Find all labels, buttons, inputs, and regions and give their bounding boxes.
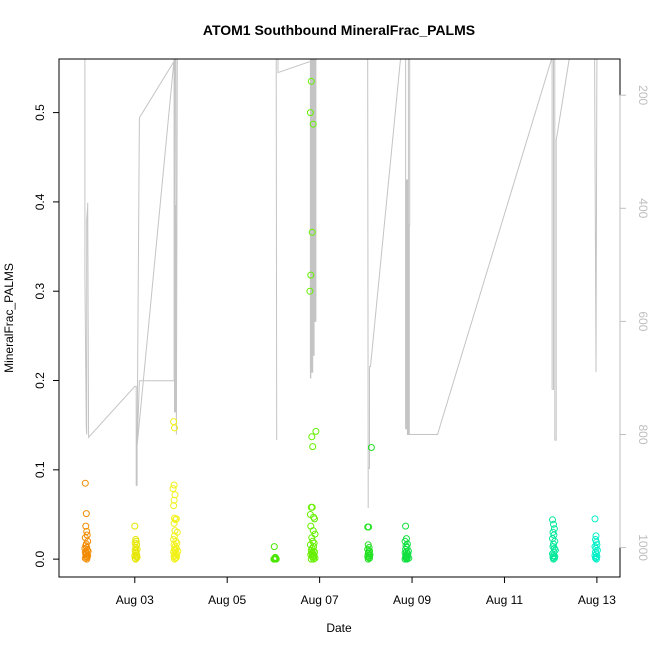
data-point xyxy=(170,496,178,504)
chart-title: ATOM1 Southbound MineralFrac_PALMS xyxy=(203,22,475,38)
data-point xyxy=(403,555,411,563)
right-tick-label: 200 xyxy=(636,85,650,105)
data-point xyxy=(307,555,315,563)
series-7 xyxy=(549,516,559,563)
right-tick-label: 400 xyxy=(636,198,650,218)
data-point xyxy=(593,541,601,549)
x-tick-label: Aug 13 xyxy=(578,593,616,607)
series-8 xyxy=(591,515,601,563)
series-4 xyxy=(306,77,320,563)
data-point xyxy=(592,555,600,563)
right-tick-label: 800 xyxy=(636,424,650,444)
scatter-points-layer xyxy=(81,77,601,563)
x-tick-label: Aug 11 xyxy=(486,593,523,607)
data-point xyxy=(309,120,317,128)
y-tick-label: 0.2 xyxy=(33,372,47,389)
data-point xyxy=(311,554,319,562)
data-point xyxy=(366,554,373,562)
data-point xyxy=(306,287,314,295)
data-point xyxy=(309,527,317,535)
y-tick-label: 0.5 xyxy=(33,104,47,121)
data-point xyxy=(170,502,178,510)
x-tick-label: Aug 03 xyxy=(116,593,154,607)
data-point xyxy=(593,553,601,560)
x-axis-label: Date xyxy=(326,621,352,635)
data-point xyxy=(170,519,178,527)
altitude-trace-layer xyxy=(84,59,598,509)
right-axis: 200 400 600 800 1000 xyxy=(619,85,650,561)
data-point xyxy=(81,554,89,562)
data-point xyxy=(132,555,140,563)
data-point xyxy=(367,444,375,451)
series-0 xyxy=(81,479,92,563)
data-point xyxy=(365,523,373,531)
data-point xyxy=(592,544,600,552)
data-point xyxy=(132,544,140,551)
data-point xyxy=(271,555,279,563)
series-1 xyxy=(131,522,141,563)
data-point xyxy=(81,479,89,487)
data-point xyxy=(364,555,372,563)
data-point xyxy=(306,109,314,117)
y-tick-label: 0.4 xyxy=(33,193,47,210)
data-point xyxy=(311,515,318,523)
data-point xyxy=(592,550,600,558)
data-point xyxy=(310,555,318,563)
right-tick-label: 600 xyxy=(636,311,650,331)
altitude-trace-line xyxy=(84,59,598,509)
data-point xyxy=(169,485,177,493)
data-point xyxy=(131,539,139,547)
data-point xyxy=(172,553,180,561)
data-point xyxy=(308,503,316,511)
data-point xyxy=(550,554,558,562)
data-point xyxy=(307,271,315,279)
data-point xyxy=(549,516,556,524)
x-tick-label: Aug 05 xyxy=(208,593,246,607)
data-point xyxy=(402,554,410,562)
data-point xyxy=(82,510,90,518)
y-tick-label: 0.0 xyxy=(33,550,47,567)
data-point xyxy=(309,443,317,451)
data-point xyxy=(307,77,315,85)
series-2 xyxy=(169,418,182,563)
data-point xyxy=(550,520,557,528)
x-tick-label: Aug 09 xyxy=(393,593,431,607)
data-point xyxy=(171,555,178,563)
data-point xyxy=(270,543,278,551)
y-tick-label: 0.1 xyxy=(33,461,47,478)
data-point xyxy=(171,424,178,432)
data-point xyxy=(132,553,140,560)
data-point xyxy=(131,522,139,530)
right-tick-label: 1000 xyxy=(636,534,650,561)
data-point xyxy=(364,553,372,560)
data-point xyxy=(550,555,557,563)
data-point xyxy=(172,516,179,524)
series-6 xyxy=(401,522,413,563)
x-tick-label: Aug 07 xyxy=(301,593,339,607)
data-point xyxy=(171,552,179,560)
series-3 xyxy=(270,543,280,563)
data-point xyxy=(592,554,599,562)
y-tick-label: 0.3 xyxy=(33,283,47,300)
data-point xyxy=(170,481,178,489)
data-point xyxy=(131,552,139,560)
data-point xyxy=(402,522,410,530)
data-point xyxy=(550,540,557,548)
data-point xyxy=(309,537,317,545)
x-axis: Aug 03 Aug 05 Aug 07 Aug 09 Aug 11 Aug 13 xyxy=(116,576,616,607)
data-point xyxy=(82,553,90,560)
data-point xyxy=(401,555,409,563)
y-axis: 0.0 0.1 0.2 0.3 0.4 0.5 xyxy=(33,104,60,567)
data-point xyxy=(308,228,316,236)
data-point xyxy=(172,554,179,562)
series-5 xyxy=(364,444,375,563)
data-point xyxy=(83,555,91,563)
data-point xyxy=(591,515,599,523)
data-point xyxy=(308,433,316,441)
y-axis-label: MineralFrac_PALMS xyxy=(2,263,16,373)
data-point xyxy=(312,427,320,435)
